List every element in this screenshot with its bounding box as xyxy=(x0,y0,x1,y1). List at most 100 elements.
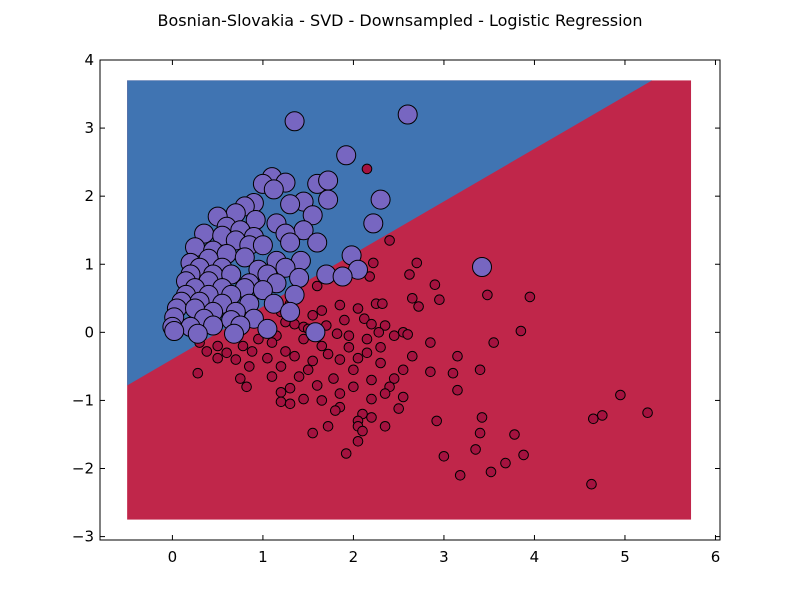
red-point xyxy=(311,280,323,292)
red-point xyxy=(322,348,334,360)
red-point xyxy=(284,382,296,394)
red-point xyxy=(407,293,418,304)
red-point xyxy=(375,357,386,369)
blue-point xyxy=(284,111,305,132)
red-point xyxy=(452,350,463,362)
red-point xyxy=(434,294,445,306)
red-point xyxy=(253,333,264,345)
red-point xyxy=(642,407,653,419)
blue-point xyxy=(252,235,273,256)
blue-point xyxy=(224,323,244,344)
red-point xyxy=(235,373,246,384)
red-point xyxy=(357,425,368,437)
red-point xyxy=(343,330,355,342)
red-point xyxy=(388,330,400,342)
red-point xyxy=(331,328,343,340)
x-tick-label: 0 xyxy=(168,548,178,566)
blue-point xyxy=(203,315,224,336)
red-point xyxy=(307,427,319,439)
blue-point xyxy=(332,266,353,287)
blue-point xyxy=(363,213,384,234)
red-point xyxy=(368,257,379,269)
y-tick-label: 4 xyxy=(84,51,94,69)
blue-point xyxy=(397,104,418,125)
red-point xyxy=(361,333,373,345)
red-point xyxy=(452,384,463,396)
red-point xyxy=(348,381,359,393)
red-point xyxy=(359,313,370,325)
red-point xyxy=(334,354,346,365)
red-class-points xyxy=(192,163,653,490)
x-tick-label: 2 xyxy=(349,548,359,566)
red-point xyxy=(212,340,223,352)
blue-point xyxy=(305,322,326,343)
red-point xyxy=(275,361,287,372)
red-point xyxy=(586,478,597,490)
y-tick-label: 1 xyxy=(84,255,94,273)
y-tick-label: −3 xyxy=(72,528,94,546)
blue-point xyxy=(370,189,391,210)
red-point xyxy=(221,347,232,359)
blue-point xyxy=(318,189,339,210)
red-point xyxy=(366,412,377,423)
red-point xyxy=(246,346,258,357)
blue-point xyxy=(289,267,310,288)
blue-class-points xyxy=(162,104,492,344)
y-tick-label: −2 xyxy=(72,460,94,478)
red-point xyxy=(366,393,377,405)
blue-point xyxy=(275,257,296,278)
red-point xyxy=(366,318,377,330)
red-point xyxy=(322,421,334,432)
red-point xyxy=(212,352,223,364)
red-point xyxy=(237,340,249,352)
red-point xyxy=(302,364,314,376)
chart-title: Bosnian-Slovakia - SVD - Downsampled - L… xyxy=(158,11,643,30)
red-point xyxy=(307,310,319,321)
red-point xyxy=(518,449,529,461)
blue-point xyxy=(280,194,301,215)
red-point xyxy=(352,352,364,364)
red-point xyxy=(588,413,599,425)
y-tick-label: 0 xyxy=(84,323,94,341)
red-point xyxy=(289,350,300,362)
red-point xyxy=(275,387,287,398)
red-point xyxy=(275,396,287,408)
red-point xyxy=(429,279,441,291)
x-tick-label: 4 xyxy=(530,548,540,566)
red-point xyxy=(425,366,436,378)
red-point xyxy=(343,342,355,353)
blue-point xyxy=(280,232,301,253)
red-point xyxy=(509,429,520,440)
red-point xyxy=(470,444,481,455)
x-tick-label: 3 xyxy=(439,548,449,566)
red-point xyxy=(474,427,486,439)
x-tick-label: 5 xyxy=(620,548,630,566)
red-point xyxy=(262,352,273,364)
blue-point xyxy=(302,205,323,226)
red-point xyxy=(328,373,339,384)
red-point xyxy=(280,346,291,357)
blue-point xyxy=(257,318,278,339)
red-point xyxy=(241,381,252,393)
red-point xyxy=(447,367,459,379)
red-point xyxy=(393,403,405,414)
blue-point xyxy=(307,232,328,253)
red-point xyxy=(402,329,414,340)
x-tick-label: 1 xyxy=(258,548,268,566)
red-point xyxy=(361,347,373,359)
red-point xyxy=(266,371,278,382)
red-point xyxy=(316,340,328,352)
red-point xyxy=(298,393,309,405)
red-point xyxy=(425,337,436,348)
red-point xyxy=(266,337,278,348)
red-point xyxy=(366,374,377,386)
blue-point xyxy=(263,179,284,200)
red-point xyxy=(474,364,486,376)
red-point xyxy=(488,337,500,348)
red-point xyxy=(244,361,255,372)
red-point xyxy=(311,380,323,391)
red-point xyxy=(339,314,350,326)
red-point xyxy=(379,421,391,432)
red-point xyxy=(293,371,305,382)
